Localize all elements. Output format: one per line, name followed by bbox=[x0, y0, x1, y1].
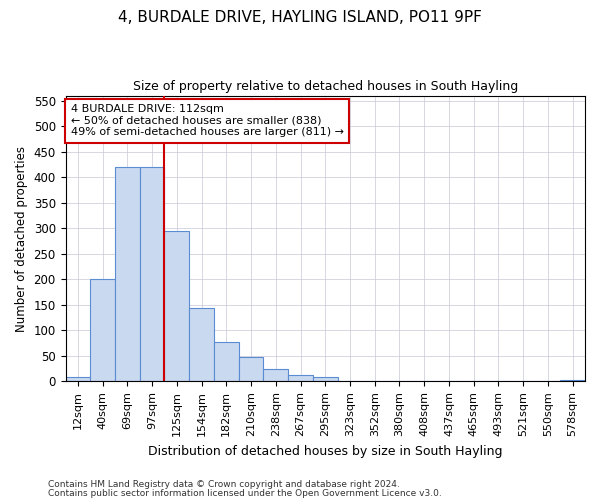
Title: Size of property relative to detached houses in South Hayling: Size of property relative to detached ho… bbox=[133, 80, 518, 93]
Text: Contains public sector information licensed under the Open Government Licence v3: Contains public sector information licen… bbox=[48, 488, 442, 498]
Y-axis label: Number of detached properties: Number of detached properties bbox=[15, 146, 28, 332]
Bar bbox=[239, 357, 263, 382]
Bar bbox=[115, 167, 140, 382]
Bar bbox=[214, 342, 239, 382]
Bar bbox=[164, 231, 189, 382]
Text: 4, BURDALE DRIVE, HAYLING ISLAND, PO11 9PF: 4, BURDALE DRIVE, HAYLING ISLAND, PO11 9… bbox=[118, 10, 482, 25]
Bar bbox=[65, 378, 90, 382]
Bar bbox=[313, 378, 338, 382]
Text: Contains HM Land Registry data © Crown copyright and database right 2024.: Contains HM Land Registry data © Crown c… bbox=[48, 480, 400, 489]
Text: 4 BURDALE DRIVE: 112sqm
← 50% of detached houses are smaller (838)
49% of semi-d: 4 BURDALE DRIVE: 112sqm ← 50% of detache… bbox=[71, 104, 344, 138]
Bar bbox=[560, 380, 585, 382]
Bar bbox=[263, 368, 288, 382]
Bar bbox=[90, 280, 115, 382]
Bar bbox=[189, 308, 214, 382]
X-axis label: Distribution of detached houses by size in South Hayling: Distribution of detached houses by size … bbox=[148, 444, 503, 458]
Bar bbox=[140, 167, 164, 382]
Bar bbox=[288, 375, 313, 382]
